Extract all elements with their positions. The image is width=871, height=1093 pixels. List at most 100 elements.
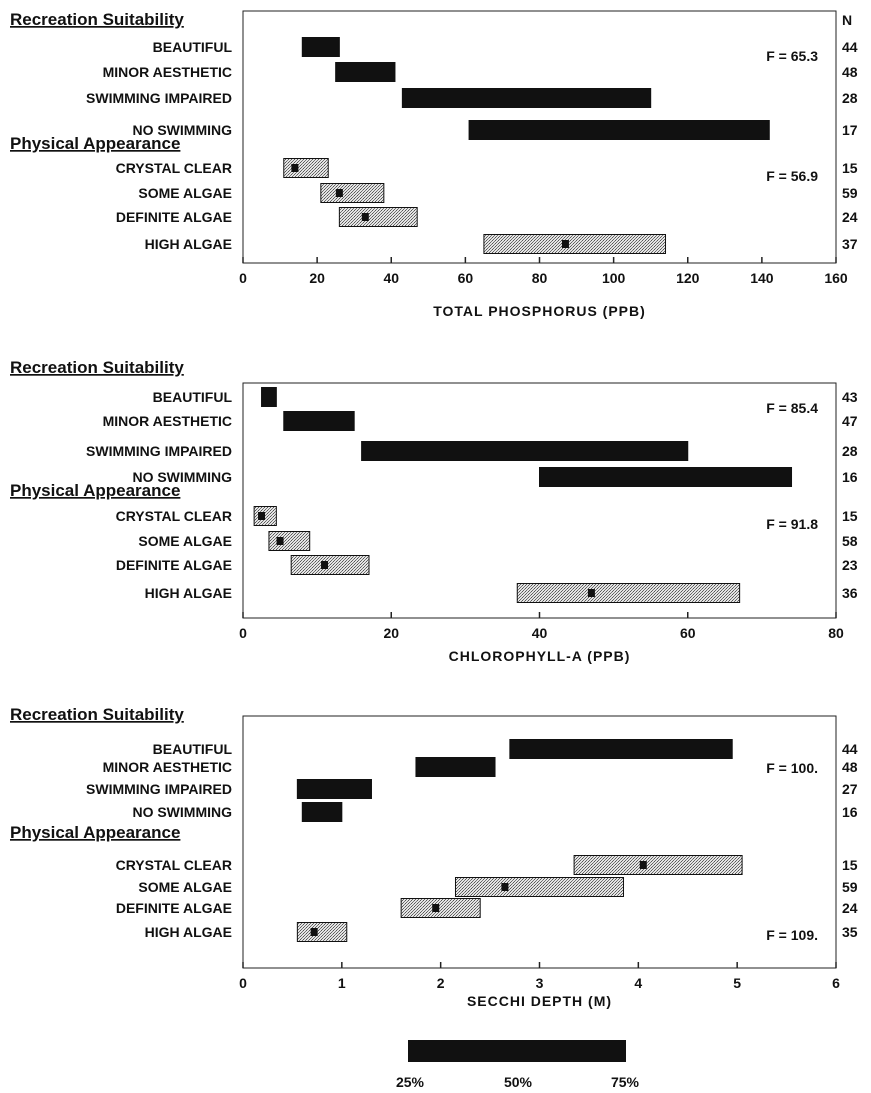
category-label: SWIMMING IMPAIRED	[86, 90, 232, 106]
category-label: BEAUTIFUL	[153, 741, 233, 757]
iqr-bar	[335, 62, 396, 82]
iqr-bar	[253, 506, 277, 526]
category-label: NO SWIMMING	[132, 469, 232, 485]
iqr-bar	[283, 411, 355, 431]
iqr-bar	[301, 802, 343, 822]
x-tick-label: 4	[634, 975, 642, 991]
chart-panel-1: 0 20 40 60 80 100 120 140 160 TOTAL PHOSPHORUS (P…	[10, 10, 858, 319]
x-tick-label: 20	[383, 625, 399, 641]
iqr-bar	[290, 555, 370, 575]
iqr-bar	[400, 898, 481, 918]
n-value: 28	[842, 90, 858, 106]
category-label: DEFINITE ALGAE	[116, 557, 232, 573]
iqr-bar	[516, 583, 741, 603]
x-tick-label: 3	[536, 975, 544, 991]
iqr-bar	[509, 739, 733, 759]
category-label: MINOR AESTHETIC	[103, 64, 232, 80]
category-label: SOME ALGAE	[138, 533, 232, 549]
f-statistic-label: F = 65.3	[766, 48, 818, 64]
category-label: MINOR AESTHETIC	[103, 413, 232, 429]
legend-label: 25%	[396, 1074, 425, 1090]
x-tick-label: 6	[832, 975, 840, 991]
x-tick-label: 0	[239, 975, 247, 991]
x-tick-label: 40	[532, 625, 548, 641]
x-tick-label: 140	[750, 270, 774, 286]
chart-panel-3: 0 1 2 3 4 5 6 SECCHI DEPTH (M) Recreation Suitab…	[10, 705, 858, 1009]
n-value: 15	[842, 508, 858, 524]
iqr-bar	[539, 467, 793, 487]
category-label: SWIMMING IMPAIRED	[86, 443, 232, 459]
category-label: SOME ALGAE	[138, 879, 232, 895]
n-value: 24	[842, 900, 858, 916]
iqr-bar	[338, 207, 418, 227]
legend: 25% 50% 75%	[396, 1040, 640, 1090]
x-tick-label: 60	[680, 625, 696, 641]
iqr-bar	[296, 779, 372, 799]
n-value: 47	[842, 413, 858, 429]
median-marker	[335, 189, 343, 197]
iqr-bar	[573, 855, 743, 875]
n-value: 16	[842, 804, 858, 820]
n-value: 16	[842, 469, 858, 485]
x-tick-label: 2	[437, 975, 445, 991]
median-marker	[310, 928, 318, 936]
n-value: 15	[842, 857, 858, 873]
category-label: BEAUTIFUL	[153, 39, 233, 55]
category-label: NO SWIMMING	[132, 804, 232, 820]
group-title: Physical Appearance	[10, 481, 180, 500]
median-marker	[361, 213, 369, 221]
x-tick-label: 80	[532, 270, 548, 286]
median-marker	[561, 240, 569, 248]
x-tick-label: 60	[458, 270, 474, 286]
f-statistic-label: F = 85.4	[766, 400, 818, 416]
n-value: 27	[842, 781, 858, 797]
category-label: DEFINITE ALGAE	[116, 209, 232, 225]
median-marker	[258, 512, 266, 520]
category-label: CRYSTAL CLEAR	[116, 508, 232, 524]
iqr-bar	[401, 88, 652, 108]
n-value: 17	[842, 122, 858, 138]
iqr-bar	[296, 922, 348, 942]
iqr-bar	[483, 234, 667, 254]
legend-label: 75%	[611, 1074, 640, 1090]
n-value: 35	[842, 924, 858, 940]
median-marker	[432, 904, 440, 912]
n-value: 15	[842, 160, 858, 176]
x-axis-label: SECCHI DEPTH (M)	[467, 993, 612, 1009]
n-value: 23	[842, 557, 858, 573]
group-title: Recreation Suitability	[10, 358, 184, 377]
category-label: HIGH ALGAE	[145, 236, 232, 252]
group-title: Physical Appearance	[10, 823, 180, 842]
median-marker	[291, 164, 299, 172]
category-label: MINOR AESTHETIC	[103, 759, 232, 775]
n-value: 43	[842, 389, 858, 405]
category-label: DEFINITE ALGAE	[116, 900, 232, 916]
iqr-bar	[361, 441, 689, 461]
n-value: 58	[842, 533, 858, 549]
n-value: 37	[842, 236, 858, 252]
x-tick-label: 40	[383, 270, 399, 286]
n-value: 44	[842, 741, 858, 757]
iqr-bar	[283, 158, 329, 178]
x-tick-label: 1	[338, 975, 346, 991]
x-tick-label: 20	[309, 270, 325, 286]
x-axis-label: TOTAL PHOSPHORUS (PPB)	[433, 303, 646, 319]
category-label: SOME ALGAE	[138, 185, 232, 201]
median-marker	[321, 561, 329, 569]
n-value: 44	[842, 39, 858, 55]
category-label: NO SWIMMING	[132, 122, 232, 138]
x-tick-label: 0	[239, 270, 247, 286]
category-label: CRYSTAL CLEAR	[116, 160, 232, 176]
category-label: BEAUTIFUL	[153, 389, 233, 405]
median-marker	[501, 883, 509, 891]
n-value: 36	[842, 585, 858, 601]
iqr-bar	[415, 757, 496, 777]
legend-label: 50%	[504, 1074, 533, 1090]
iqr-bar	[468, 120, 770, 140]
iqr-bar	[301, 37, 340, 57]
n-value: 59	[842, 185, 858, 201]
x-tick-label: 0	[239, 625, 247, 641]
category-label: HIGH ALGAE	[145, 924, 232, 940]
n-value: 28	[842, 443, 858, 459]
iqr-bar	[320, 183, 385, 203]
